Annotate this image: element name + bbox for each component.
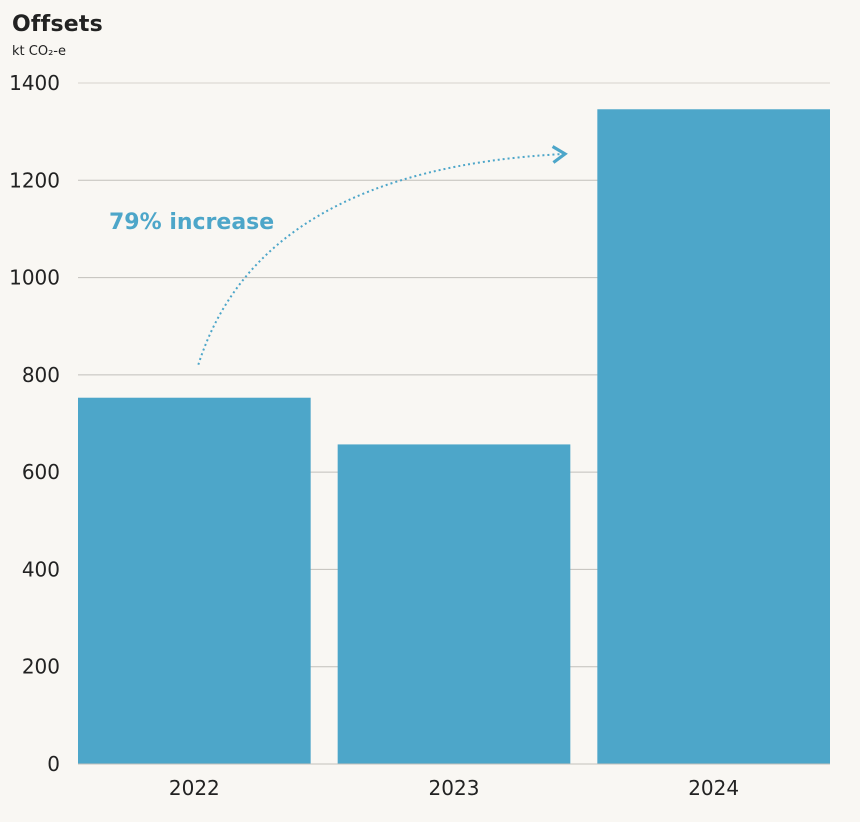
bar-2024 — [597, 109, 830, 764]
y-tick-label: 200 — [22, 655, 60, 679]
bar-2023 — [337, 444, 571, 764]
y-tick-label: 400 — [22, 557, 60, 581]
y-tick-label: 1400 — [9, 71, 60, 95]
bars — [78, 109, 830, 764]
bar-2022 — [78, 397, 311, 764]
chart-unit-label: kt CO₂-e — [12, 44, 66, 59]
increase-arrow — [197, 145, 568, 366]
y-tick-label: 1200 — [9, 168, 60, 192]
annotation: 79% increase — [109, 145, 568, 366]
y-tick-label: 800 — [22, 363, 60, 387]
x-tick-label: 2022 — [169, 776, 220, 800]
y-tick-label: 600 — [22, 460, 60, 484]
annotation-label: 79% increase — [109, 210, 274, 235]
y-tick-label: 1000 — [9, 266, 60, 290]
x-tick-label: 2024 — [688, 776, 739, 800]
x-tick-label: 2023 — [429, 776, 480, 800]
chart-title: Offsets — [12, 12, 103, 37]
axes: 0 200 400 600 800 1000 1200 1400 2022 2023 2024 — [9, 71, 830, 800]
y-tick-label: 0 — [47, 752, 60, 776]
